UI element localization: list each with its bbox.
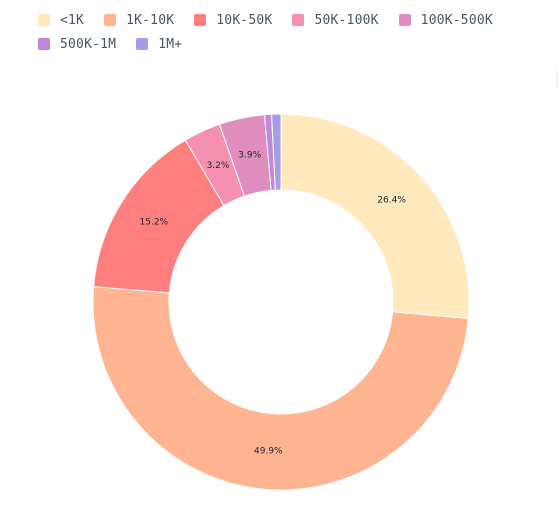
legend-label: 100K-500K: [420, 12, 493, 28]
donut-slice[interactable]: [271, 113, 282, 191]
legend-item-1m-plus[interactable]: 1M+: [136, 36, 182, 52]
legend-label: 1K-10K: [126, 12, 175, 28]
slice-data-label: 26.4%: [377, 196, 406, 206]
legend-item-100k-500k[interactable]: 100K-500K: [398, 12, 493, 28]
donut-slice[interactable]: [280, 113, 470, 320]
legend-item-lt-1k[interactable]: <1K: [38, 12, 84, 28]
legend-swatch: [398, 14, 411, 26]
legend-swatch: [136, 38, 149, 50]
legend-item-500k-1m[interactable]: 500K-1M: [38, 36, 116, 52]
legend-label: 10K-50K: [216, 12, 273, 28]
legend-item-1k-10k[interactable]: 1K-10K: [104, 12, 174, 28]
legend-swatch: [38, 14, 50, 26]
legend-swatch: [104, 14, 117, 26]
legend-item-50k-100k[interactable]: 50K-100K: [292, 12, 378, 28]
legend-label: 50K-100K: [314, 12, 379, 28]
legend-swatch: [38, 38, 50, 50]
legend-label: 500K-1M: [60, 36, 117, 52]
legend-swatch: [194, 14, 207, 26]
chart-legend: <1K 1K-10K 10K-50K 50K-100K 100K-500K 50…: [38, 12, 528, 52]
donut-slice[interactable]: [92, 286, 469, 491]
slice-data-label: 3.9%: [238, 150, 261, 160]
legend-swatch: [292, 14, 305, 26]
legend-label: <1K: [60, 12, 85, 28]
legend-item-10k-50k[interactable]: 10K-50K: [194, 12, 272, 28]
slice-data-label: 15.2%: [140, 217, 169, 227]
slice-data-label: 3.2%: [207, 161, 230, 171]
slice-data-label: 49.9%: [254, 447, 283, 457]
legend-label: 1M+: [158, 36, 183, 52]
